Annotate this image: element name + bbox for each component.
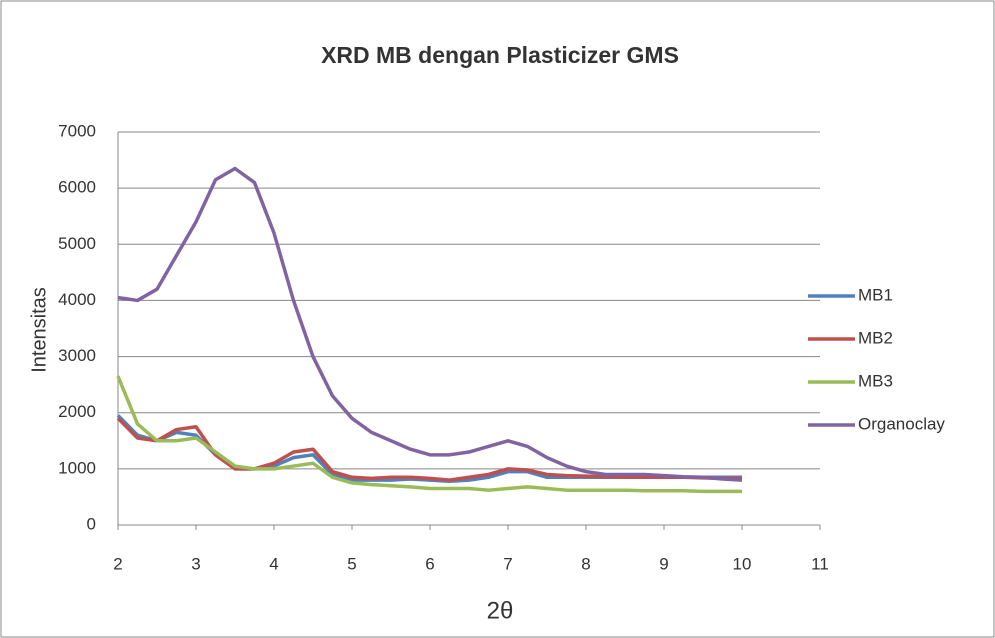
y-axis-label: Intensitas — [28, 287, 50, 373]
legend-label: MB1 — [858, 285, 893, 304]
y-tick-label: 3000 — [58, 346, 96, 365]
y-tick-label: 1000 — [58, 458, 96, 477]
chart-title: XRD MB dengan Plasticizer GMS — [321, 42, 679, 68]
x-tick-label: 7 — [503, 554, 512, 573]
x-tick-label: 6 — [425, 554, 434, 573]
x-tick-label: 5 — [347, 554, 356, 573]
legend-label: MB3 — [858, 371, 893, 390]
chart-border — [1, 1, 994, 637]
x-tick-label: 10 — [733, 554, 752, 573]
legend-label: MB2 — [858, 328, 893, 347]
y-tick-label: 4000 — [58, 290, 96, 309]
chart: XRD MB dengan Plasticizer GMS 2θ Intensi… — [0, 0, 995, 638]
y-tick-label: 5000 — [58, 234, 96, 253]
x-tick-label: 11 — [811, 554, 829, 573]
page: XRD MB dengan Plasticizer GMS 2θ Intensi… — [0, 0, 995, 638]
x-axis-label: 2θ — [487, 597, 514, 624]
x-tick-label: 8 — [581, 554, 590, 573]
x-tick-label: 4 — [269, 554, 278, 573]
legend-label: Organoclay — [858, 414, 945, 433]
x-tick-label: 2 — [113, 554, 122, 573]
y-tick-label: 6000 — [58, 178, 96, 197]
x-tick-label: 9 — [659, 554, 668, 573]
y-tick-label: 7000 — [58, 121, 96, 140]
x-tick-label: 3 — [191, 554, 200, 573]
y-tick-label: 2000 — [58, 402, 96, 421]
y-tick-label: 0 — [87, 514, 96, 533]
